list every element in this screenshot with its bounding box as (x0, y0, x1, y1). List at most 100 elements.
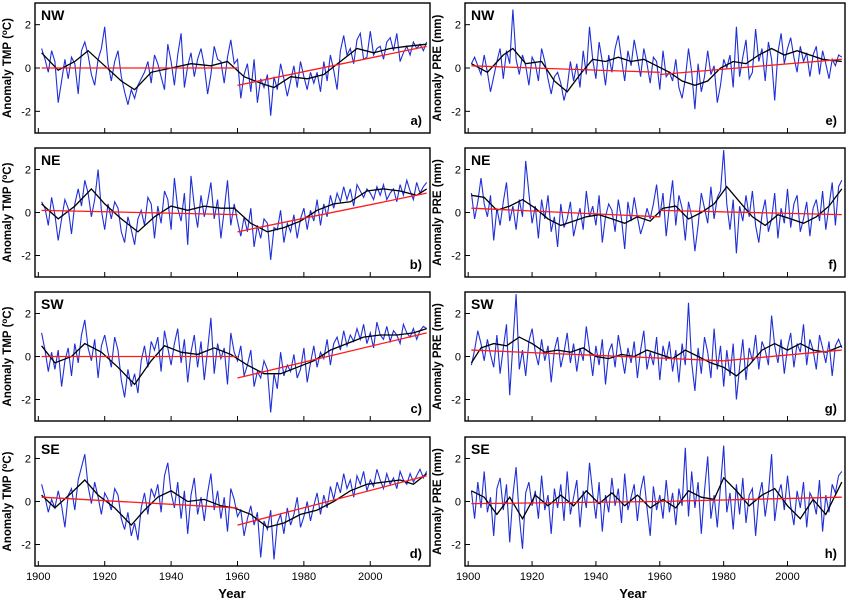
region-label: NE (471, 152, 490, 168)
trend-line (237, 45, 427, 86)
trend-line (471, 349, 724, 362)
y-tick-label: 2 (455, 20, 461, 32)
y-axis-label: Anomaly PRE (mm) (432, 303, 444, 410)
y-tick-label: -2 (21, 395, 31, 407)
y-tick-label: 2 (25, 454, 31, 466)
y-tick-label: -2 (451, 106, 461, 118)
x-tick-label: 1900 (456, 571, 480, 583)
x-axis-title-right: Year (619, 586, 646, 601)
trend-line (41, 209, 238, 216)
panel-se-d: -2 0 2 1900 1920 1940 1960 1980 2000 SE d) Anomaly … (0, 436, 431, 583)
plot-frame (34, 436, 431, 567)
y-axis-label: Anomaly PRE (mm) (432, 14, 444, 121)
trend-line (237, 192, 427, 233)
y-tick-label: 2 (25, 165, 31, 177)
y-tick-label: 0 (25, 63, 31, 75)
panel-letter: h) (825, 546, 837, 561)
smoothed-series-line (470, 336, 843, 377)
y-tick-label: 0 (25, 352, 31, 364)
y-axis-label: Anomaly TMP (oC) (0, 451, 14, 551)
y-axis-label: Anomaly PRE (mm) (432, 159, 444, 266)
panel-sw-g: -2 0 2 SW g) Anomaly PRE (mm) (432, 291, 846, 422)
x-tick-label: 1920 (92, 571, 116, 583)
y-tick-label: -2 (451, 251, 461, 263)
panel-letter: b) (410, 257, 422, 272)
x-tick-label: 2000 (358, 571, 382, 583)
x-tick-label: 1980 (711, 571, 735, 583)
panel-ne-b: -2 0 2 NE b) Anomaly TMP (oC) (0, 147, 431, 278)
panel-letter: g) (825, 401, 837, 416)
trend-line (723, 349, 842, 362)
smoothed-series-line (41, 187, 428, 233)
y-tick-label: -2 (451, 540, 461, 552)
annual-series-line (41, 454, 428, 560)
panel-letter: a) (410, 113, 422, 128)
panel-nw-e: -2 0 2 NW e) Anomaly PRE (mm) (432, 2, 846, 134)
panel-ne-f: -2 0 2 NE f) Anomaly PRE (mm) (432, 147, 846, 278)
smoothed-series-line (41, 43, 427, 91)
trend-line (659, 496, 842, 503)
panel-sw-c: -2 0 2 SW c) Anomaly TMP (oC) (0, 291, 431, 422)
y-tick-label: 0 (455, 497, 461, 509)
y-tick-label: -2 (451, 395, 461, 407)
y-tick-label: 2 (455, 309, 461, 321)
trend-line (659, 209, 842, 216)
region-label: SW (471, 296, 494, 312)
y-tick-label: 0 (25, 208, 31, 220)
y-tick-label: 2 (25, 20, 31, 32)
smoothed-series-line (471, 47, 842, 93)
y-tick-label: 2 (25, 309, 31, 321)
y-axis-label: Anomaly PRE (mm) (432, 448, 444, 555)
y-tick-label: 2 (455, 165, 461, 177)
x-axis-title-left: Year (218, 586, 245, 601)
panels: -2 0 2 NW a) Anomaly TMP (oC) -2 0 2 NE b) Anomaly … (0, 2, 846, 583)
x-tick-label: 1980 (292, 571, 316, 583)
smoothed-series-line (471, 476, 843, 521)
y-tick-label: 0 (455, 208, 461, 220)
panel-nw-a: -2 0 2 NW a) Anomaly TMP (oC) (0, 2, 431, 134)
smoothed-series-line (471, 185, 843, 227)
panel-se-h: -2 0 2 1900 1920 1940 1960 1980 2000 SE h) Anomaly … (432, 436, 846, 583)
panel-letter: f) (828, 257, 837, 272)
region-label: NW (41, 7, 65, 23)
y-tick-label: -2 (21, 540, 31, 552)
x-tick-label: 1940 (584, 571, 608, 583)
trend-line (237, 332, 427, 379)
region-label: SE (471, 441, 490, 457)
annual-series-line (41, 26, 428, 116)
y-tick-label: -2 (21, 106, 31, 118)
x-tick-label: 2000 (775, 571, 799, 583)
y-axis-label: Anomaly TMP (oC) (0, 162, 14, 262)
region-label: SW (41, 296, 64, 312)
region-label: NW (471, 7, 495, 23)
y-tick-label: 0 (25, 497, 31, 509)
y-tick-label: 0 (455, 63, 461, 75)
panel-letter: d) (410, 546, 422, 561)
panel-letter: c) (410, 401, 422, 416)
annual-series-line (470, 294, 843, 400)
region-label: SE (41, 441, 60, 457)
trend-line (237, 475, 427, 526)
region-label: NE (41, 152, 60, 168)
x-tick-label: 1940 (159, 571, 183, 583)
x-tick-label: 1960 (225, 571, 249, 583)
trend-line (659, 58, 842, 76)
annual-series-line (41, 169, 428, 260)
x-tick-label: 1960 (648, 571, 672, 583)
annual-series-line (41, 317, 428, 413)
trend-line (471, 500, 660, 505)
trend-line (41, 496, 238, 509)
x-tick-label: 1920 (520, 571, 544, 583)
y-tick-label: 0 (455, 352, 461, 364)
y-axis-label: Anomaly TMP (oC) (0, 18, 14, 118)
smoothed-series-line (41, 327, 427, 386)
x-tick-label: 1900 (26, 571, 50, 583)
trend-line (471, 207, 660, 218)
trend-line (471, 65, 660, 73)
annual-series-line (470, 150, 843, 254)
annual-series-line (470, 445, 843, 549)
plot-frame (464, 291, 846, 422)
y-tick-label: 2 (455, 454, 461, 466)
y-axis-label: Anomaly TMP (oC) (0, 306, 14, 406)
